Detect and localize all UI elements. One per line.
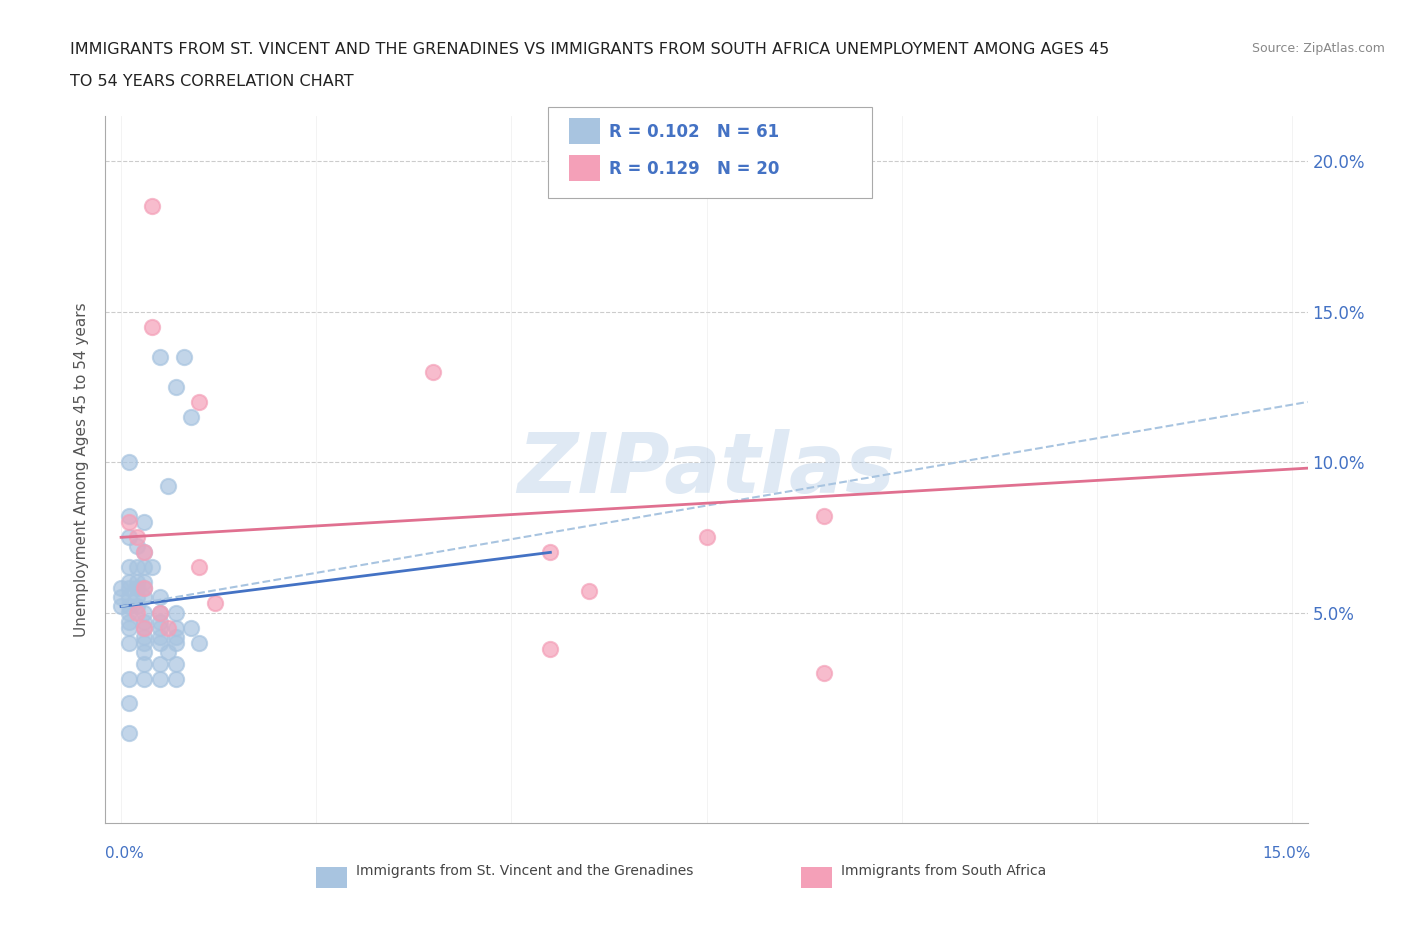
Point (422, 365, 444, 379)
Point (165, 635, 187, 650)
Text: Immigrants from St. Vincent and the Grenadines: Immigrants from St. Vincent and the Gren… (356, 864, 693, 879)
Text: ZIPatlas: ZIPatlas (517, 429, 896, 511)
Point (165, 657, 187, 671)
Point (149, 635, 172, 650)
Point (149, 657, 172, 671)
Point (149, 614, 172, 629)
Point (165, 620, 187, 635)
Point (696, 530, 718, 545)
Point (156, 479, 179, 494)
Point (149, 629, 172, 644)
Point (134, 620, 156, 635)
Point (118, 635, 141, 650)
Point (134, 560, 156, 575)
Point (149, 671, 172, 686)
Point (118, 515, 141, 530)
Point (134, 605, 156, 620)
Point (118, 614, 141, 629)
Point (173, 350, 195, 365)
Point (118, 671, 141, 686)
Point (180, 620, 202, 635)
Point (118, 455, 141, 470)
Y-axis label: Unemployment Among Ages 45 to 54 years: Unemployment Among Ages 45 to 54 years (75, 302, 90, 637)
Point (118, 530, 141, 545)
Point (134, 575, 156, 590)
Point (165, 605, 187, 620)
Point (118, 605, 141, 620)
Point (134, 515, 156, 530)
Point (141, 319, 163, 334)
Point (134, 545, 156, 560)
Point (149, 605, 172, 620)
Point (110, 590, 132, 604)
Point (188, 635, 211, 650)
Text: R = 0.102   N = 61: R = 0.102 N = 61 (609, 123, 779, 140)
Point (165, 379, 187, 394)
Point (125, 530, 148, 545)
Point (149, 350, 172, 365)
Point (125, 599, 148, 614)
Text: 15.0%: 15.0% (1263, 846, 1310, 861)
Point (118, 620, 141, 635)
Point (165, 629, 187, 644)
Point (134, 614, 156, 629)
Point (134, 629, 156, 644)
Point (118, 599, 141, 614)
Point (134, 657, 156, 671)
Point (204, 596, 226, 611)
Point (134, 545, 156, 560)
Point (118, 509, 141, 524)
Point (141, 199, 163, 214)
Point (165, 671, 187, 686)
Point (156, 620, 179, 635)
Text: TO 54 YEARS CORRELATION CHART: TO 54 YEARS CORRELATION CHART (70, 74, 354, 89)
Point (110, 599, 132, 614)
Point (578, 584, 600, 599)
Point (538, 641, 561, 656)
Point (141, 560, 163, 575)
Point (118, 696, 141, 711)
Point (125, 590, 148, 604)
Point (188, 394, 211, 409)
Point (180, 409, 202, 424)
Text: Source: ZipAtlas.com: Source: ZipAtlas.com (1251, 42, 1385, 55)
Point (125, 560, 148, 575)
Point (149, 590, 172, 604)
Point (134, 590, 156, 604)
Point (188, 560, 211, 575)
Point (538, 545, 561, 560)
Point (110, 581, 132, 596)
Point (134, 620, 156, 635)
Text: 0.0%: 0.0% (105, 846, 145, 861)
Point (134, 581, 156, 596)
Point (125, 581, 148, 596)
Text: Immigrants from South Africa: Immigrants from South Africa (841, 864, 1046, 879)
Point (118, 725, 141, 740)
Point (134, 635, 156, 650)
Point (149, 605, 172, 620)
Point (118, 590, 141, 604)
Point (125, 575, 148, 590)
Point (125, 538, 148, 553)
Point (156, 644, 179, 659)
Point (134, 671, 156, 686)
Point (134, 581, 156, 596)
Point (118, 575, 141, 590)
Point (149, 620, 172, 635)
Text: R = 0.129   N = 20: R = 0.129 N = 20 (609, 160, 779, 178)
Point (813, 665, 835, 680)
Point (125, 605, 148, 620)
Point (118, 581, 141, 596)
Point (118, 560, 141, 575)
Point (813, 509, 835, 524)
Text: IMMIGRANTS FROM ST. VINCENT AND THE GRENADINES VS IMMIGRANTS FROM SOUTH AFRICA U: IMMIGRANTS FROM ST. VINCENT AND THE GREN… (70, 42, 1109, 57)
Point (134, 644, 156, 659)
